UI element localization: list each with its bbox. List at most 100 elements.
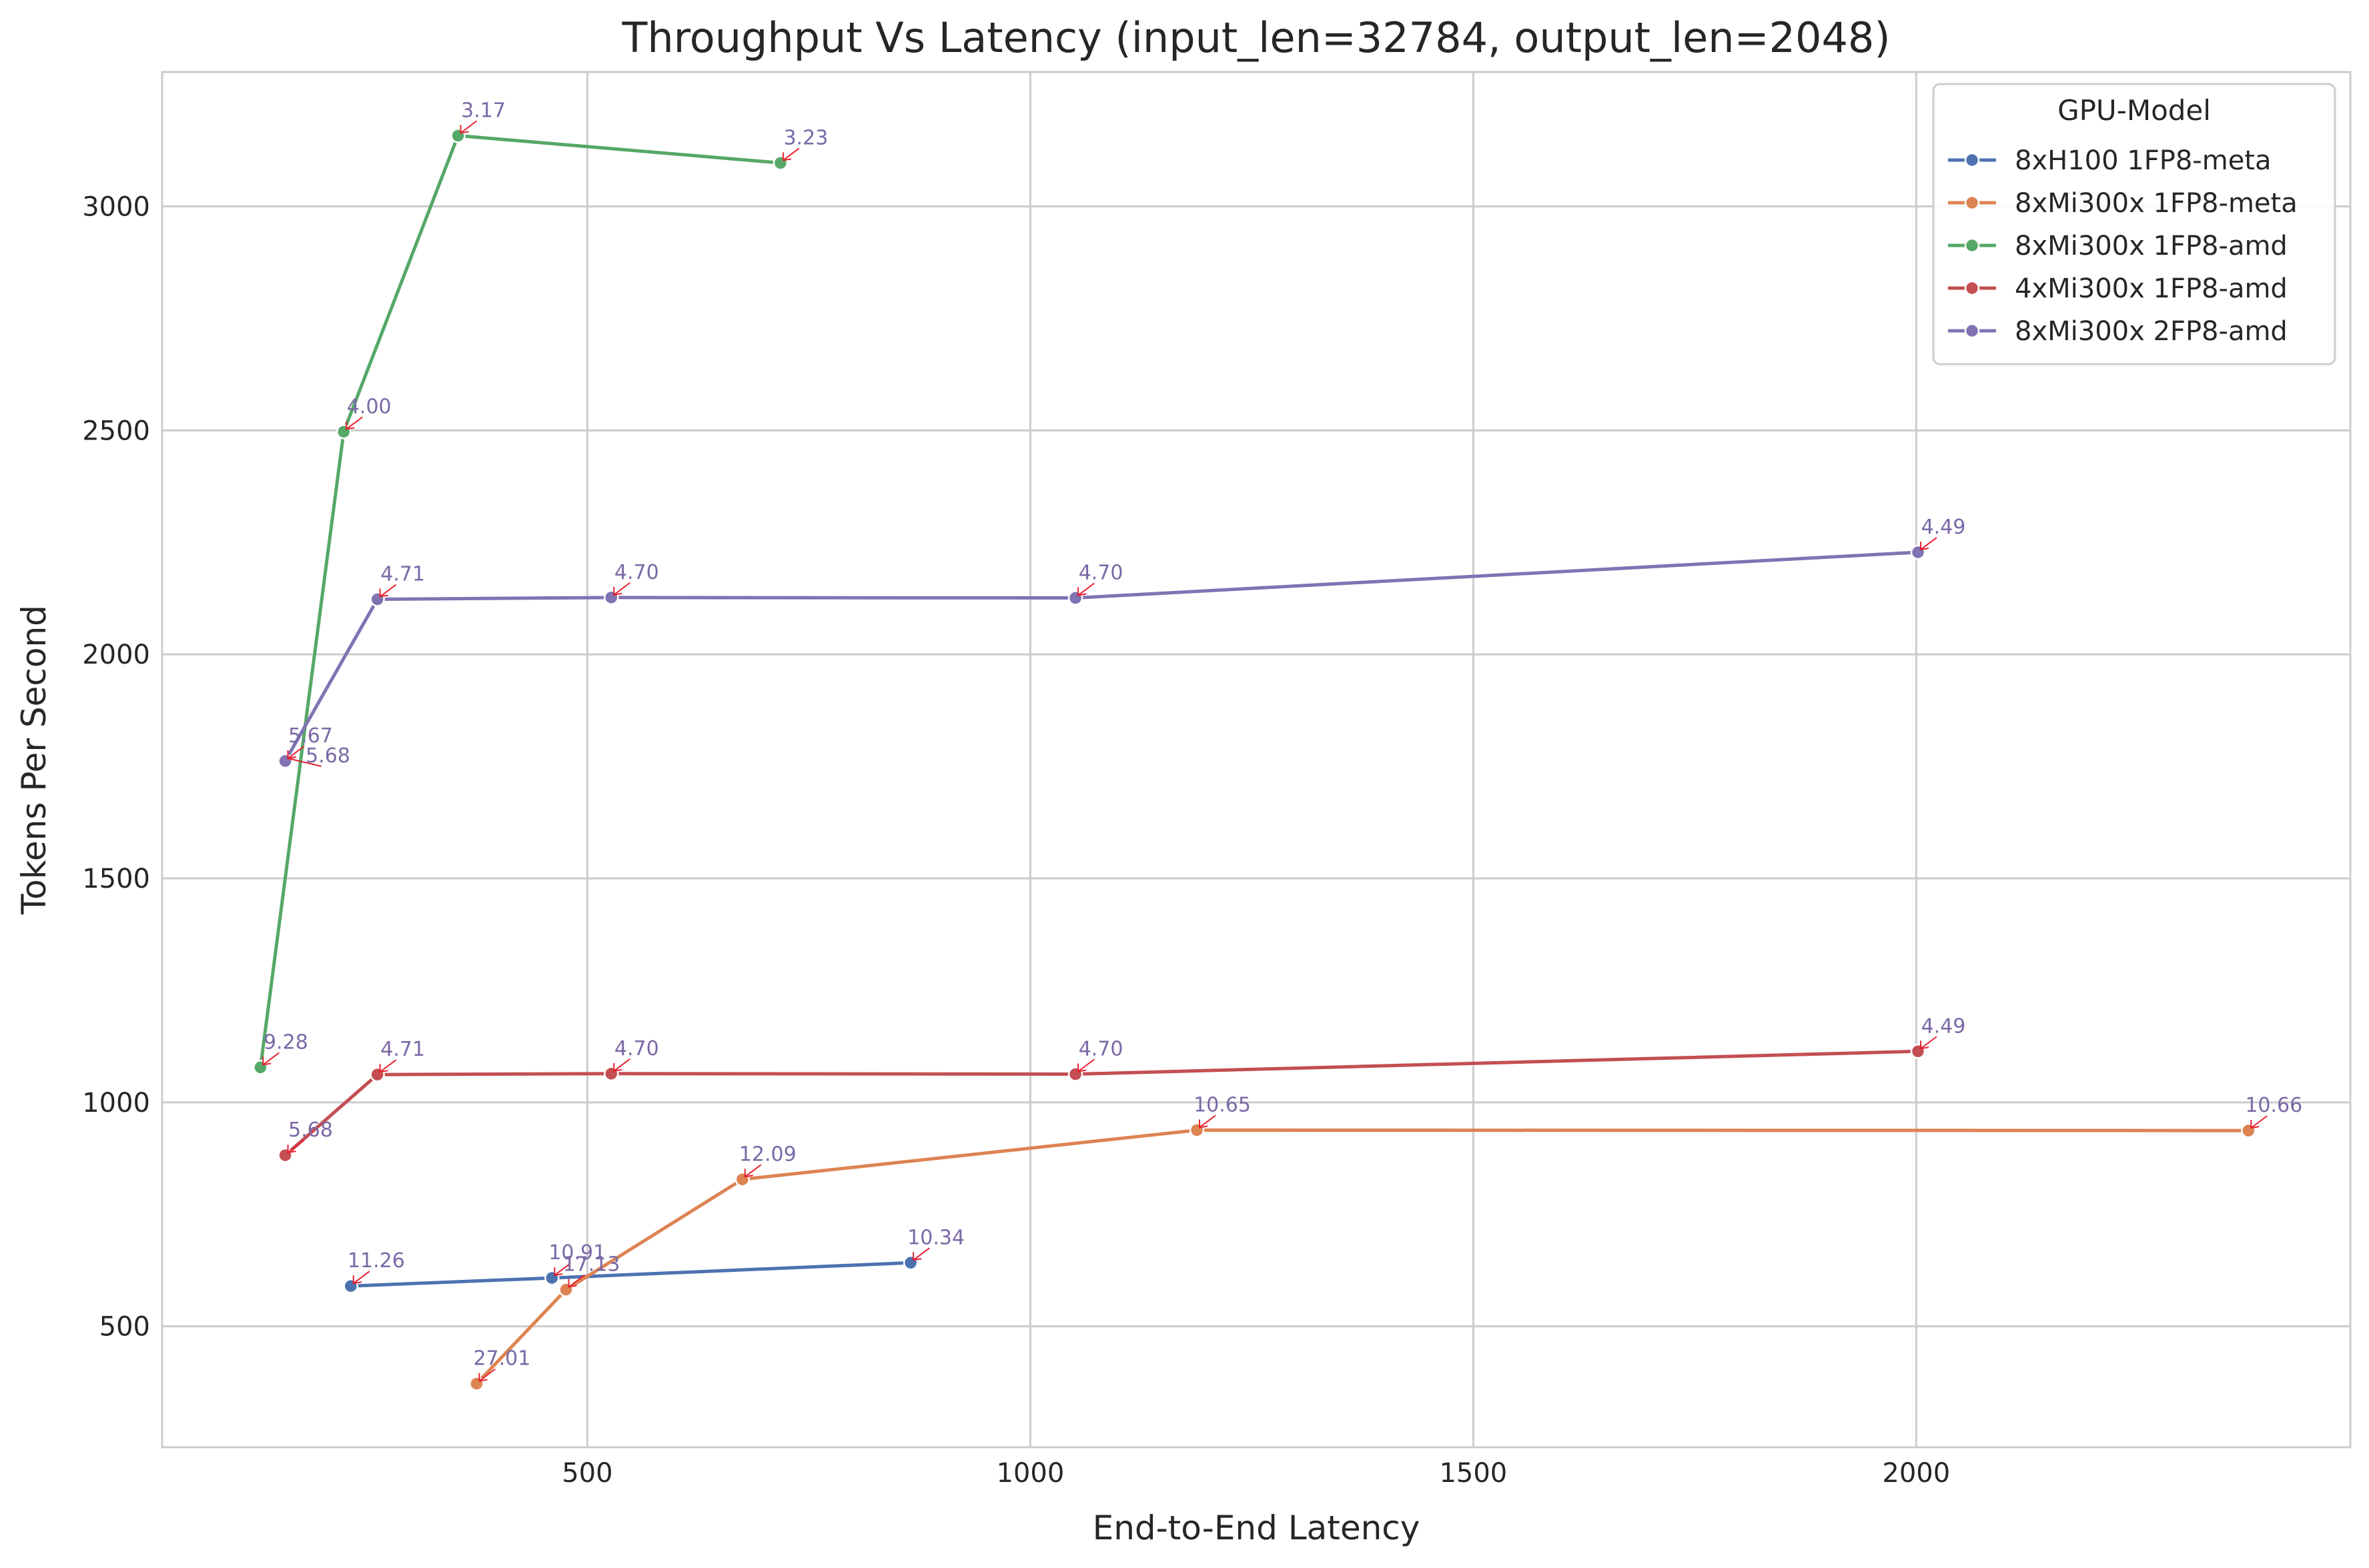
point-annotation: 5.68 [287,1118,333,1154]
point-label: 4.70 [1079,562,1123,585]
point-label: 10.65 [1194,1093,1251,1116]
point-annotation: 11.26 [348,1249,405,1285]
annotation-arrowhead [1077,1063,1087,1072]
annotation-arrow [2250,1115,2268,1128]
point-label: 4.71 [380,563,425,586]
legend-marker [1964,280,1980,296]
annotation-arrow [287,1140,305,1153]
annotation-arrow [913,1247,930,1261]
point-label: 4.00 [347,395,392,418]
x-axis-label: End-to-End Latency [1093,1509,1420,1547]
annotation-arrowhead [744,1168,753,1178]
point-label: 4.49 [1921,1014,1966,1038]
y-tick-label: 2500 [82,416,150,446]
point-label: 10.66 [2245,1094,2302,1117]
point-annotation: 3.17 [460,99,506,134]
annotation-arrow [1077,582,1095,596]
legend-items: 8xH100 1FP8-meta 8xMi300x 1FP8-meta 8xMi30… [1948,145,2298,347]
point-annotation: 4.49 [1919,516,1966,551]
point-annotation: 4.71 [379,563,425,598]
y-axis-label: Tokens Per Second [15,605,53,915]
series-4 [278,544,1926,769]
annotation-arrow [380,1059,397,1072]
annotation-arrowhead [1199,1119,1208,1128]
legend-box [1932,83,2336,365]
x-tick-label: 1000 [996,1458,1064,1489]
point-annotation: 10.91 [548,1241,606,1277]
annotation-arrow [1077,1058,1095,1072]
legend-label: 8xH100 1FP8-meta [2015,145,2272,176]
point-label: 17.13 [563,1253,620,1277]
point-annotation: 9.28 [262,1030,308,1066]
point-annotation: 17.13 [563,1253,620,1288]
point-label: 10.91 [548,1241,606,1265]
legend-item: 8xMi300x 1FP8-amd [1948,231,2288,261]
annotation-arrowhead [460,125,469,134]
annotation-arrowhead [1919,1040,1929,1050]
annotation-arrow [1199,1114,1216,1128]
annotation-arrow [1920,1036,1937,1050]
legend-marker [1964,237,1980,253]
annotation-arrowhead [478,1373,488,1382]
annotation-arrow [745,1164,762,1178]
annotation-arrowhead [379,588,388,598]
point-annotation: 4.70 [613,1037,659,1072]
annotation-arrowhead [346,421,355,430]
point-annotation: 27.01 [473,1347,530,1382]
annotation-arrow [353,1271,370,1285]
annotation-arrowhead [379,1064,388,1073]
annotation-arrow [460,120,478,134]
point-annotation: 4.70 [1077,562,1123,596]
point-label: 4.70 [614,561,659,584]
point-label: 11.26 [348,1249,405,1273]
annotation-arrowhead [913,1252,922,1261]
annotation-arrowhead [287,750,296,760]
annotation-arrow [613,1058,630,1072]
legend-item: 4xMi300x 1FP8-amd [1948,273,2288,304]
point-annotation: 10.65 [1194,1093,1251,1128]
annotation-arrowhead [2250,1120,2260,1129]
x-tick-label: 2000 [1882,1458,1950,1489]
point-label: 4.70 [614,1037,659,1060]
y-tick-label: 3000 [82,191,150,222]
annotation-arrowhead [287,1144,296,1154]
legend-label: 8xMi300x 2FP8-amd [2015,316,2288,347]
legend-marker [1964,152,1980,168]
annotation-arrow [1920,537,1937,550]
annotation-arrowhead [1077,587,1087,596]
point-label: 3.17 [461,99,506,122]
annotation-arrow [346,416,363,430]
annotation-arrow [783,147,800,161]
legend-marker [1964,323,1980,339]
legend-marker [1964,195,1980,211]
point-annotation: 4.49 [1919,1014,1966,1050]
annotation-arrowhead [782,152,792,161]
point-annotation: 5.68 [287,744,350,768]
point-annotation: 4.70 [1077,1038,1123,1072]
y-tick-label: 1000 [82,1088,150,1118]
point-label: 5.68 [288,1118,333,1142]
series-line [258,133,781,1068]
point-label: 9.28 [264,1030,308,1054]
point-label: 4.49 [1921,516,1966,539]
series-3 [278,1044,1926,1163]
point-annotation: 4.71 [379,1038,425,1073]
x-tick-label: 500 [562,1458,612,1489]
point-label: 4.70 [1079,1038,1123,1061]
annotation-arrow [287,746,305,759]
chart-title: Throughput Vs Latency (input_len=32784, … [621,13,1890,62]
point-annotation: 4.70 [613,561,659,596]
y-tick-label: 2000 [82,640,150,670]
point-label: 3.23 [784,126,829,149]
legend-label: 8xMi300x 1FP8-amd [2015,231,2288,261]
point-label: 5.68 [306,744,350,768]
legend-title: GPU-Model [2057,94,2211,127]
legend-item: 8xMi300x 2FP8-amd [1948,316,2288,347]
y-tick-label: 500 [99,1312,150,1343]
point-label: 4.71 [380,1038,425,1061]
annotation-arrowhead [554,1267,563,1277]
point-label: 5.67 [288,724,333,748]
point-annotation: 3.23 [782,126,829,161]
plot-frame [161,71,2352,1449]
point-label: 10.34 [907,1226,965,1249]
